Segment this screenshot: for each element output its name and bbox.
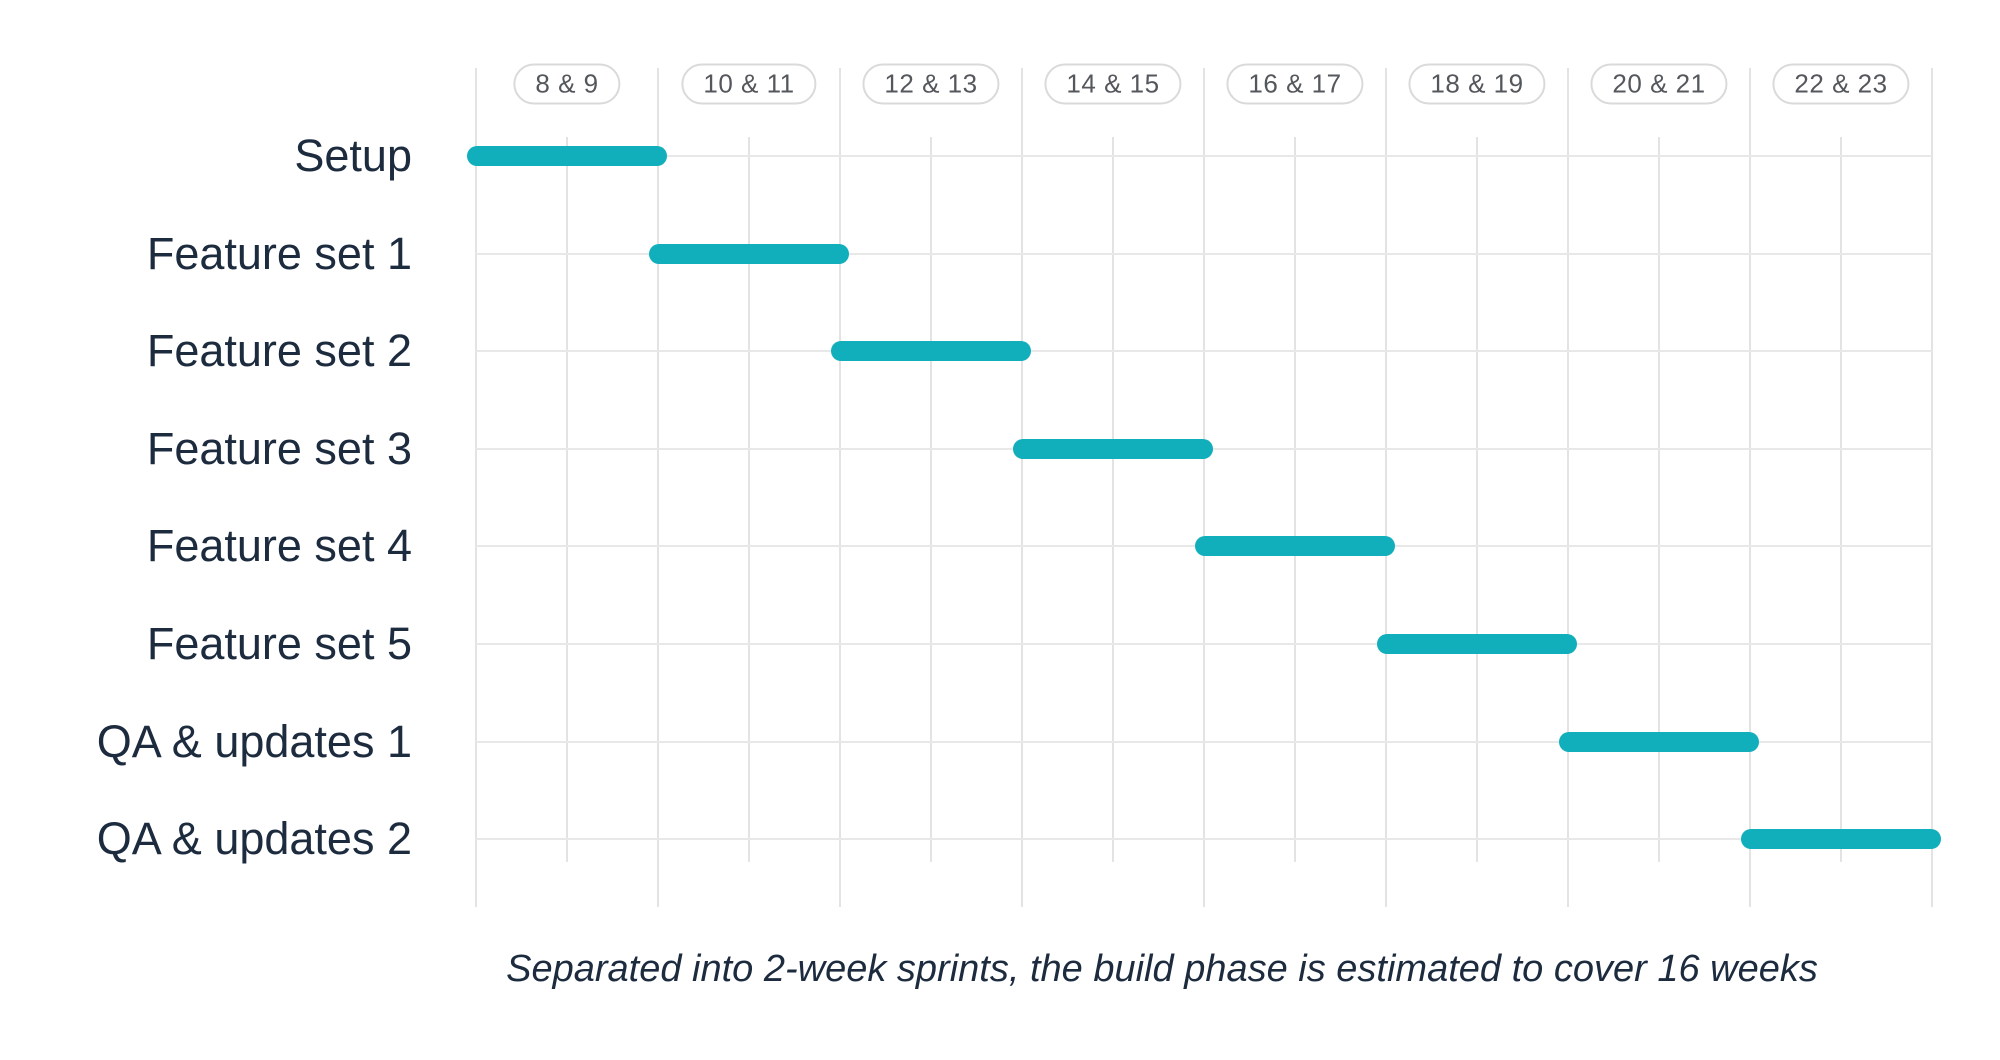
task-label: Feature set 3 [146, 422, 412, 474]
row-gridline [476, 838, 1932, 841]
row-gridline [476, 155, 1932, 157]
row-gridline [476, 740, 1932, 743]
gantt-bar [1195, 536, 1395, 557]
sprint-boundary-gridline [1021, 68, 1023, 907]
chart-caption: Separated into 2-week sprints, the build… [506, 948, 1818, 990]
sprint-pill: 16 & 17 [1226, 63, 1364, 105]
sprint-boundary-gridline [1567, 68, 1569, 907]
week-gridline [566, 137, 568, 862]
sprint-boundary-gridline [475, 68, 477, 907]
row-gridline [476, 252, 1932, 255]
sprint-boundary-gridline [657, 68, 659, 907]
sprint-pill: 8 & 9 [513, 63, 621, 105]
gantt-bar [1013, 438, 1213, 459]
gantt-bar [1559, 731, 1759, 752]
week-gridline [1294, 137, 1296, 862]
sprint-pill: 18 & 19 [1408, 63, 1546, 105]
week-gridline [930, 137, 932, 862]
task-label: Feature set 1 [146, 227, 412, 279]
gantt-bar [1741, 829, 1941, 850]
sprint-boundary-gridline [1385, 68, 1387, 907]
week-gridline [748, 137, 750, 862]
sprint-pill: 12 & 13 [862, 63, 1000, 105]
week-gridline [1658, 137, 1660, 862]
task-label: QA & updates 1 [96, 715, 412, 767]
task-label: Feature set 4 [146, 520, 412, 572]
task-label: Feature set 5 [146, 618, 412, 669]
sprint-pill: 22 & 23 [1772, 63, 1910, 105]
week-gridline [1476, 137, 1478, 862]
sprint-boundary-gridline [1931, 68, 1933, 907]
week-gridline [1112, 137, 1114, 862]
gantt-bar [831, 341, 1031, 362]
task-label: Feature set 2 [146, 325, 412, 377]
sprint-boundary-gridline [1203, 68, 1205, 907]
sprint-boundary-gridline [839, 68, 841, 907]
row-gridline [476, 350, 1932, 353]
task-label: QA & updates 2 [96, 813, 412, 865]
gantt-bar [467, 146, 667, 166]
gantt-bar [1377, 634, 1577, 654]
sprint-pill: 10 & 11 [681, 63, 817, 105]
sprint-boundary-gridline [1749, 68, 1751, 907]
gantt-bar [649, 243, 849, 264]
row-gridline [476, 643, 1932, 645]
week-gridline [1840, 137, 1842, 862]
sprint-pill: 14 & 15 [1044, 63, 1182, 105]
task-label: Setup [294, 130, 412, 181]
sprint-pill: 20 & 21 [1590, 63, 1728, 105]
